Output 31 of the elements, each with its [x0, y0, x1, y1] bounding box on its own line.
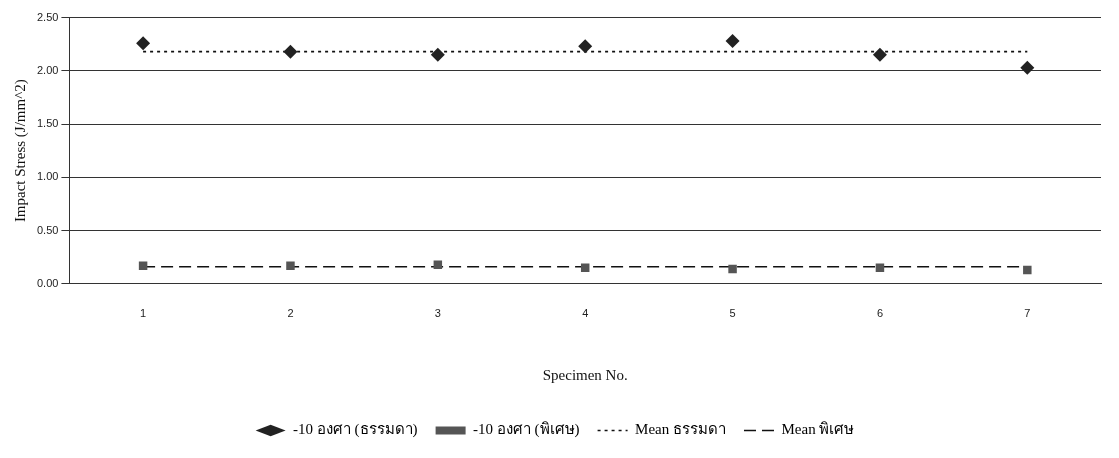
point — [136, 36, 151, 51]
x-tick-label: 5 — [729, 307, 736, 320]
legend-label: -10 องศา (ธรรมดา) — [293, 421, 418, 439]
y-tick-label: 1.50 — [36, 117, 59, 130]
point — [1020, 60, 1035, 75]
y-axis-title: Impact Stress (J/mm^2) — [11, 79, 29, 223]
point — [286, 261, 295, 270]
y-tick-label: 1.00 — [36, 170, 59, 183]
x-tick-label: 2 — [287, 307, 294, 320]
legend-label: Mean ธรรมดา — [635, 421, 726, 438]
legend-label: Mean พิเศษ — [781, 421, 855, 438]
x-tick-label: 3 — [434, 307, 441, 320]
y-tick-label: 2.50 — [36, 10, 59, 23]
x-tick-label: 4 — [582, 307, 589, 320]
y-tick-label: 0.50 — [36, 223, 59, 236]
point — [578, 39, 593, 54]
point — [1023, 265, 1032, 275]
y-tick-label: 0.00 — [36, 276, 59, 289]
point — [872, 47, 887, 62]
point — [725, 34, 740, 49]
x-axis-title: Specimen No. — [542, 366, 628, 383]
x-tick-label: 6 — [876, 307, 884, 320]
point — [283, 44, 298, 59]
x-tick-label: 1 — [140, 307, 147, 320]
point — [430, 47, 445, 62]
point — [728, 264, 737, 274]
point — [433, 260, 443, 269]
point — [138, 261, 148, 270]
y-tick-label: 2.00 — [36, 63, 59, 76]
legend-label: -10 องศา (พิเศษ) — [473, 421, 580, 439]
x-tick-label: 7 — [1024, 307, 1031, 320]
